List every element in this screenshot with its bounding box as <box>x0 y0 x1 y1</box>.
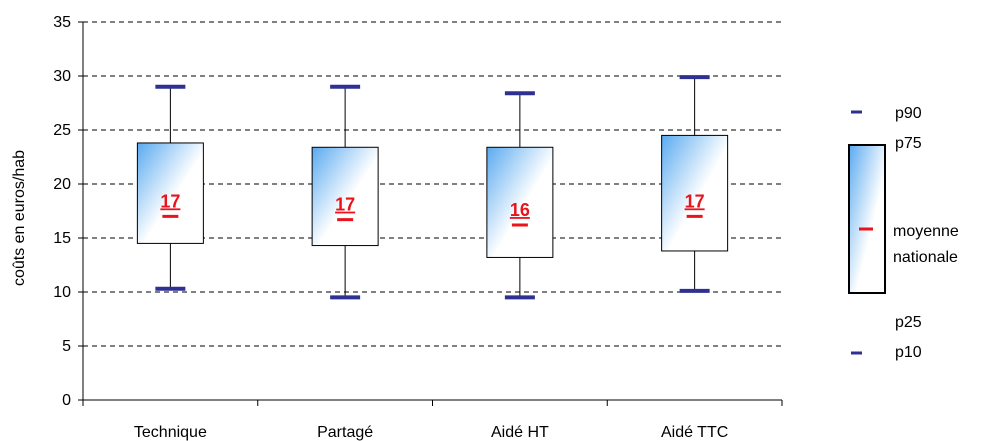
legend: p90 p75 moyenne nationale p25 p10 <box>848 105 959 361</box>
mean-value-label: 17 <box>685 191 705 211</box>
box-iqr <box>311 146 379 247</box>
y-axis-title: coûts en euros/hab <box>11 150 28 286</box>
legend-box <box>848 144 886 294</box>
y-tick-label: 0 <box>62 392 71 409</box>
box-item: 16 <box>486 91 554 300</box>
y-tick-label: 5 <box>62 338 71 355</box>
mean-value-label: 17 <box>160 191 180 211</box>
mean-value-label: 17 <box>335 195 355 215</box>
x-tick-label: Aidé HT <box>491 424 549 441</box>
box-item: 17 <box>311 84 379 300</box>
x-tick-label: Technique <box>134 424 207 441</box>
box-iqr <box>486 146 554 258</box>
legend-p25-label: p25 <box>895 314 922 331</box>
box-iqr <box>661 134 729 252</box>
box-item: 17 <box>136 84 204 291</box>
box-item: 17 <box>661 75 729 293</box>
y-tick-label: 15 <box>53 230 71 247</box>
legend-p75-label: p75 <box>895 135 922 152</box>
boxes-group: 17 17 16 17 <box>136 75 729 300</box>
y-tick-label: 25 <box>53 122 71 139</box>
x-axis: Technique Partagé Aidé HT Aidé TTC <box>82 399 783 441</box>
y-tick-label: 10 <box>53 284 71 301</box>
box-iqr <box>136 142 204 244</box>
mean-value-label: 16 <box>510 200 530 220</box>
x-tick-label: Aidé TTC <box>661 424 728 441</box>
y-axis: 0 5 10 15 20 25 30 35 <box>53 14 84 409</box>
x-tick-label: Partagé <box>317 424 373 441</box>
y-tick-label: 20 <box>53 176 71 193</box>
legend-p10-label: p10 <box>895 344 922 361</box>
legend-mean-label-line1: moyenne <box>893 223 959 240</box>
y-tick-label: 30 <box>53 68 71 85</box>
y-tick-label: 35 <box>53 14 71 31</box>
legend-mean-label-line2: nationale <box>893 249 958 266</box>
legend-p90-label: p90 <box>895 105 922 122</box>
